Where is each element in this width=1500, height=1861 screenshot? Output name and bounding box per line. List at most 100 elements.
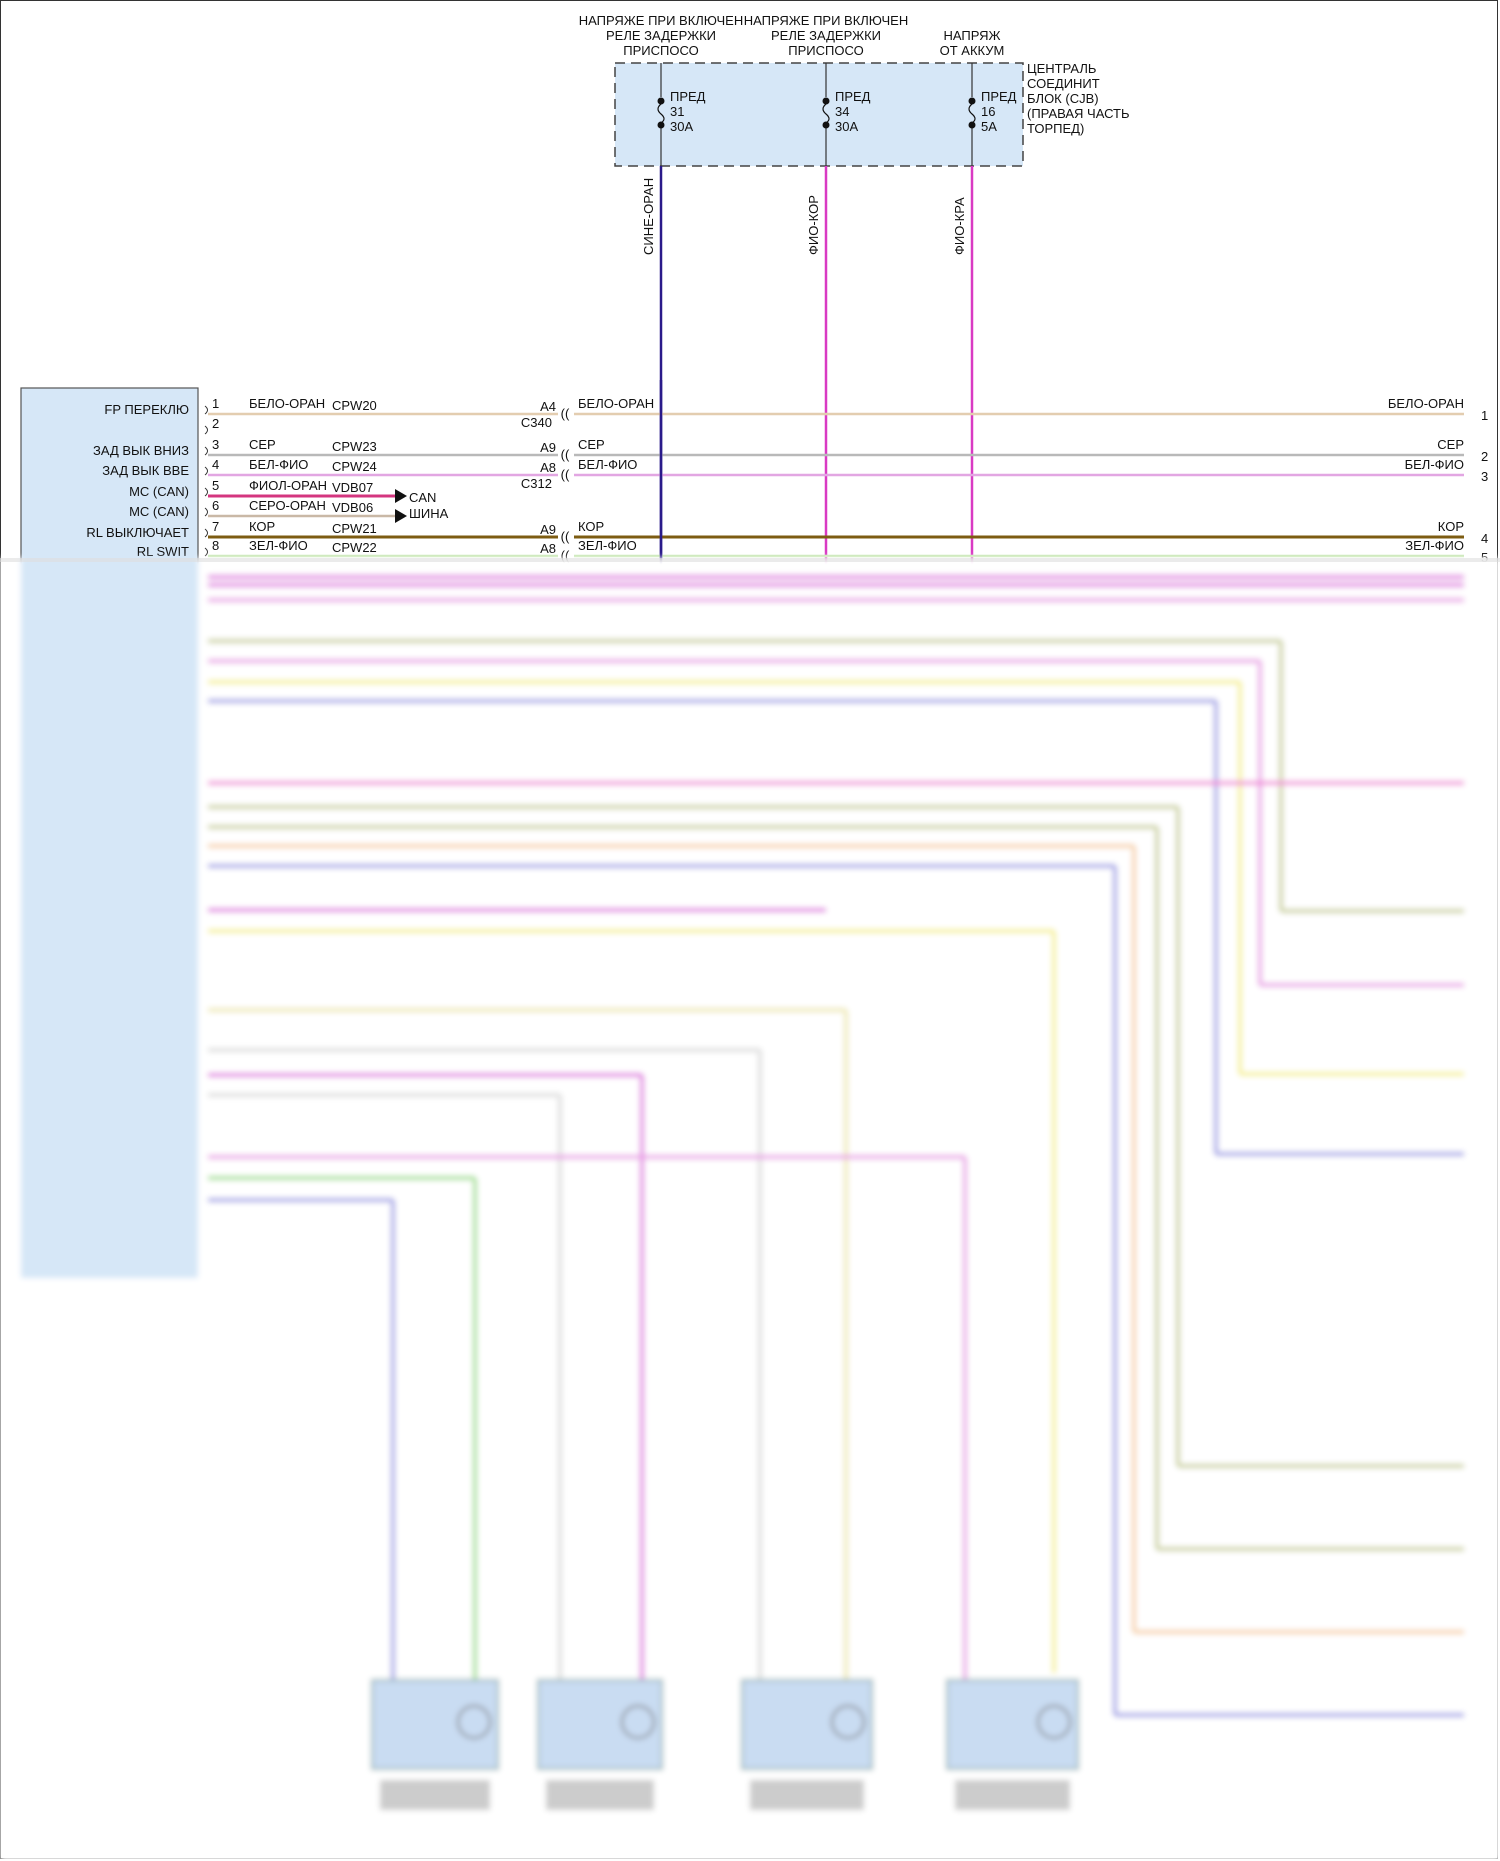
blur-edge <box>0 558 1500 562</box>
wire-color-label: КОР <box>249 519 275 534</box>
supply-label-line: НАПРЯЖЕ ПРИ ВКЛЮЧЕН <box>744 13 909 28</box>
circuit-code: CPW23 <box>332 439 377 454</box>
module-box-obscured <box>21 558 198 1278</box>
pin-label: MC (CAN) <box>129 484 189 499</box>
right-pin-number: 2 <box>1481 449 1488 464</box>
fuse-icon <box>657 103 665 124</box>
circuit-code: VDB06 <box>332 500 373 515</box>
motor-icon <box>457 1705 491 1739</box>
wire-color-label: ЗЕЛ-ФИО <box>578 538 637 553</box>
pin-number: 2 <box>212 416 219 431</box>
wire-color-label: СЕР <box>578 437 605 452</box>
pin-label: ЗАД ВЫК ВВЕ <box>102 463 189 478</box>
wire-color-label: ФИО-КРА <box>952 197 967 255</box>
pin-bracket <box>204 405 208 415</box>
wire-color-label: КОР <box>1438 519 1464 534</box>
circuit-code: CPW20 <box>332 398 377 413</box>
can-arrow-icon <box>395 509 407 523</box>
supply-label-1: НАПРЯЖЕ ПРИ ВКЛЮЧЕН РЕЛЕ ЗАДЕРЖКИ ПРИСПО… <box>579 13 744 58</box>
fuse-terminal <box>968 121 976 129</box>
wire-color-label: БЕЛ-ФИО <box>578 457 637 472</box>
wire-color-label: БЕЛ-ФИО <box>1405 457 1464 472</box>
pin-bracket <box>204 487 208 497</box>
cjb-label-line: БЛОК (CJB) <box>1027 91 1099 106</box>
obscured-diagram-region <box>0 558 1500 1861</box>
fuse-label: ПРЕД <box>981 89 1017 104</box>
pin-number: 6 <box>212 498 219 513</box>
supply-label-3: НАПРЯЖ ОТ АККУМ <box>940 28 1005 58</box>
fuse-terminal <box>657 97 665 105</box>
wire-color-label: КОР <box>578 519 604 534</box>
supply-label-line: РЕЛЕ ЗАДЕРЖКИ <box>771 28 881 43</box>
can-bus-label: CAN <box>409 490 436 505</box>
pin-number: 1 <box>212 396 219 411</box>
motor-icon <box>1037 1705 1071 1739</box>
circuit-code: CPW24 <box>332 459 377 474</box>
can-bus-label: ШИНА <box>409 506 449 521</box>
connector-icon: (( <box>561 406 570 421</box>
blur-background <box>0 558 1500 1861</box>
connector-pin: A8 <box>540 541 556 556</box>
cjb-label-line: (ПРАВАЯ ЧАСТЬ <box>1027 106 1130 121</box>
fuse-terminal <box>968 97 976 105</box>
supply-label-line: РЕЛЕ ЗАДЕРЖКИ <box>606 28 716 43</box>
wire-color-label: СЕР <box>249 437 276 452</box>
wire-color-label: СЕРО-ОРАН <box>249 498 326 513</box>
cjb-label-line: СОЕДИНИТ <box>1027 76 1100 91</box>
fuse-terminal <box>657 121 665 129</box>
connector-pin: A9 <box>540 440 556 455</box>
wire-color-label: БЕЛО-ОРАН <box>1388 396 1464 411</box>
connector-icon: (( <box>561 447 570 462</box>
fuse-gap <box>968 97 976 127</box>
fuse-label: ПРЕД <box>835 89 871 104</box>
pin-bracket <box>204 466 208 476</box>
fuse-rating: 5A <box>981 119 997 134</box>
pin-bracket <box>204 507 208 517</box>
fuse-gap <box>657 97 665 127</box>
supply-label-line: ОТ АККУМ <box>940 43 1005 58</box>
fuse-icon <box>822 103 830 124</box>
pin-label: ЗАД ВЫК ВНИЗ <box>93 443 189 458</box>
connector-pin: A9 <box>540 522 556 537</box>
fuse-rating: 30A <box>670 119 693 134</box>
circuit-code: CPW22 <box>332 540 377 555</box>
wire-color-label: БЕЛО-ОРАН <box>578 396 654 411</box>
wire-color-label: ЗЕЛ-ФИО <box>1405 538 1464 553</box>
motor-icon <box>831 1705 865 1739</box>
pin-label: FP ПЕРЕКЛЮ <box>104 402 189 417</box>
pin-label: MC (CAN) <box>129 504 189 519</box>
pin-bracket <box>204 425 208 435</box>
connector-pin: A4 <box>540 399 556 414</box>
cjb-box <box>614 62 1024 167</box>
pin-bracket <box>204 528 208 538</box>
fuse-number: 34 <box>835 104 849 119</box>
motor-component-box <box>946 1679 1079 1770</box>
fuse-number: 16 <box>981 104 995 119</box>
motor-icon <box>621 1705 655 1739</box>
motor-component-box <box>371 1679 499 1770</box>
connector-gap <box>558 469 574 481</box>
wire-color-label: ЗЕЛ-ФИО <box>249 538 308 553</box>
pin-number: 3 <box>212 437 219 452</box>
motor-component-box <box>741 1679 873 1770</box>
cjb-label-line: ТОРПЕД) <box>1027 121 1084 136</box>
fuse-terminal <box>822 121 830 129</box>
supply-label-line: НАПРЯЖ <box>943 28 1000 43</box>
connector-name: C340 <box>521 415 552 430</box>
connector-gap <box>558 531 574 543</box>
fuse-icon <box>968 103 976 124</box>
fuse-number: 31 <box>670 104 684 119</box>
connector-name: C312 <box>521 476 552 491</box>
wire-color-label: БЕЛО-ОРАН <box>249 396 325 411</box>
right-pin-number: 3 <box>1481 469 1488 484</box>
connector-icon: (( <box>561 529 570 544</box>
component-label-obscured <box>750 1780 864 1810</box>
supply-label-2: НАПРЯЖЕ ПРИ ВКЛЮЧЕН РЕЛЕ ЗАДЕРЖКИ ПРИСПО… <box>744 13 909 58</box>
component-label-obscured <box>380 1780 490 1810</box>
circuit-code: VDB07 <box>332 480 373 495</box>
right-pin-number: 4 <box>1481 531 1488 546</box>
wire-color-label: БЕЛ-ФИО <box>249 457 308 472</box>
component-label-obscured <box>546 1780 654 1810</box>
cjb-label-line: ЦЕНТРАЛЬ <box>1027 61 1096 76</box>
